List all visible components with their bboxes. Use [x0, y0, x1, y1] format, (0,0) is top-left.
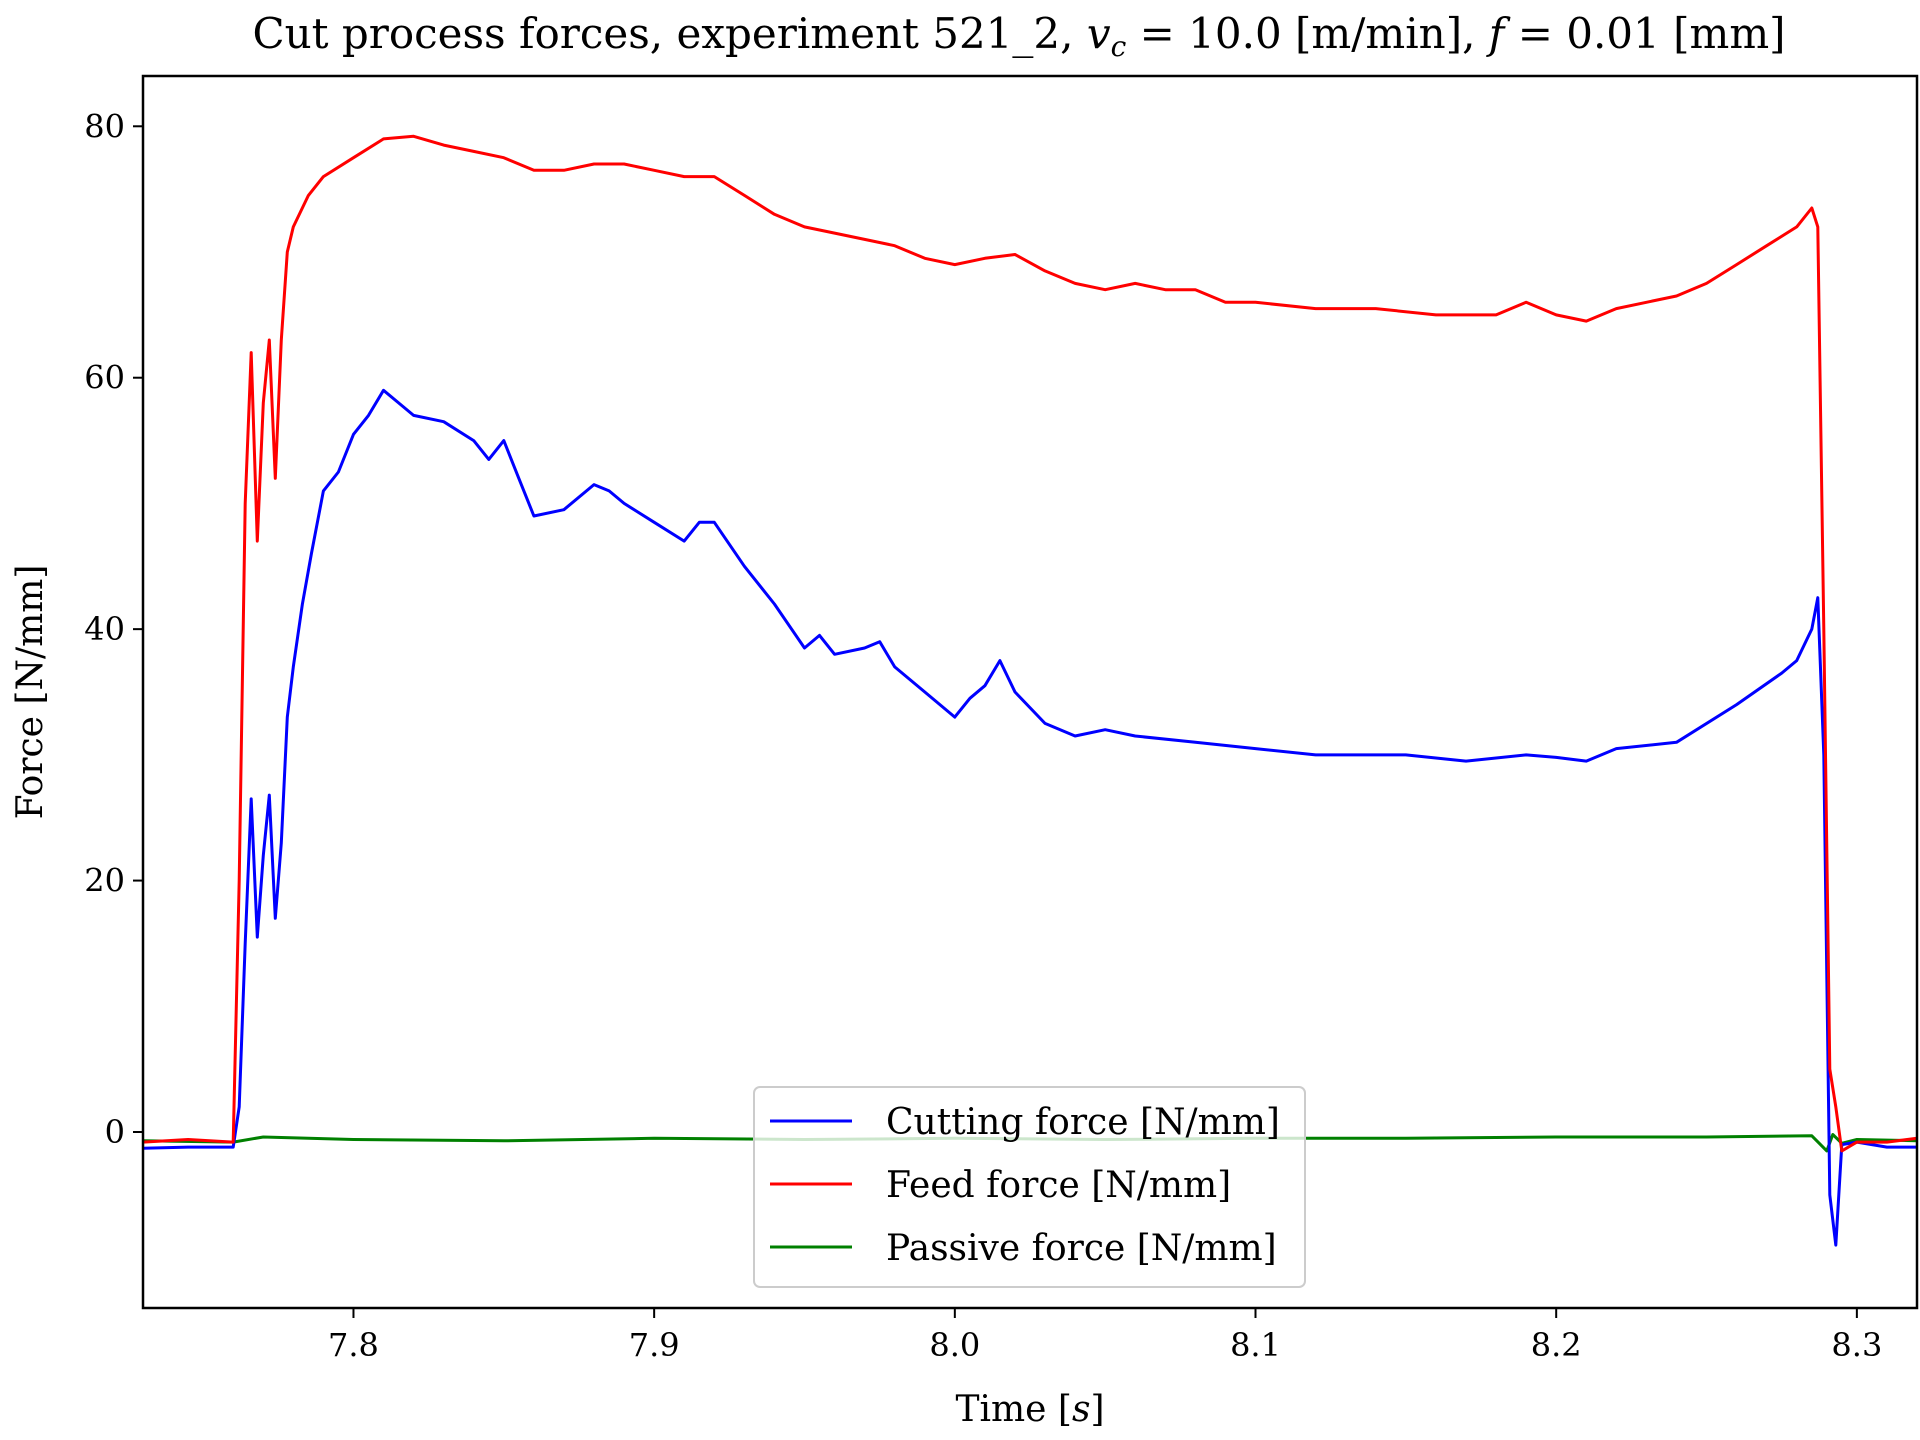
x-tick-label: 7.8 [328, 1326, 379, 1364]
legend-label-passive: Passive force [N/mm] [886, 1228, 1277, 1269]
series-line-cutting [142, 388, 1917, 1247]
y-tick-label: 20 [84, 862, 125, 900]
y-axis-label: Force [N/mm] [10, 565, 51, 820]
y-tick-label: 40 [84, 610, 125, 648]
y-tick-label: 60 [84, 359, 125, 397]
legend-label-feed: Feed force [N/mm] [886, 1165, 1231, 1206]
x-tick-label: 8.1 [1230, 1326, 1281, 1364]
legend-label-cutting: Cutting force [N/mm] [886, 1102, 1280, 1143]
chart-title: Cut process forces, experiment 521_2, vc… [252, 9, 1785, 63]
y-tick-label: 80 [84, 107, 125, 145]
x-tick-label: 7.9 [629, 1326, 680, 1364]
legend: Cutting force [N/mm] Feed force [N/mm] P… [753, 1086, 1306, 1288]
y-tick-label: 0 [105, 1113, 125, 1151]
x-axis-label: Time [s] [956, 1389, 1105, 1430]
y-axis-ticks: 0 20 40 60 80 [84, 107, 143, 1151]
x-axis-ticks: 7.8 7.9 8.0 8.1 8.2 8.3 [328, 1308, 1882, 1364]
series-line-feed [142, 134, 1918, 1153]
legend-box [753, 1086, 1306, 1288]
x-tick-label: 8.3 [1831, 1326, 1882, 1364]
x-tick-label: 8.2 [1531, 1326, 1582, 1364]
x-tick-label: 8.0 [929, 1326, 980, 1364]
plot-frame [141, 74, 1919, 1310]
